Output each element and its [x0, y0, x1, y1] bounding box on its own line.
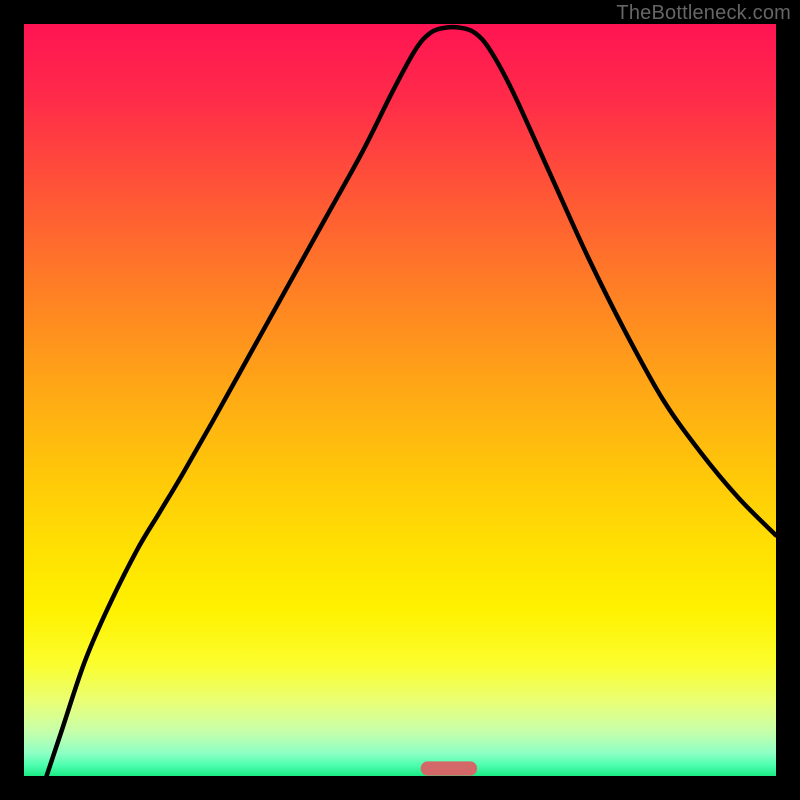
- chart-frame: [24, 24, 776, 776]
- minimum-marker: [421, 761, 477, 775]
- bottleneck-curve: [24, 24, 776, 776]
- watermark-text: TheBottleneck.com: [616, 2, 791, 25]
